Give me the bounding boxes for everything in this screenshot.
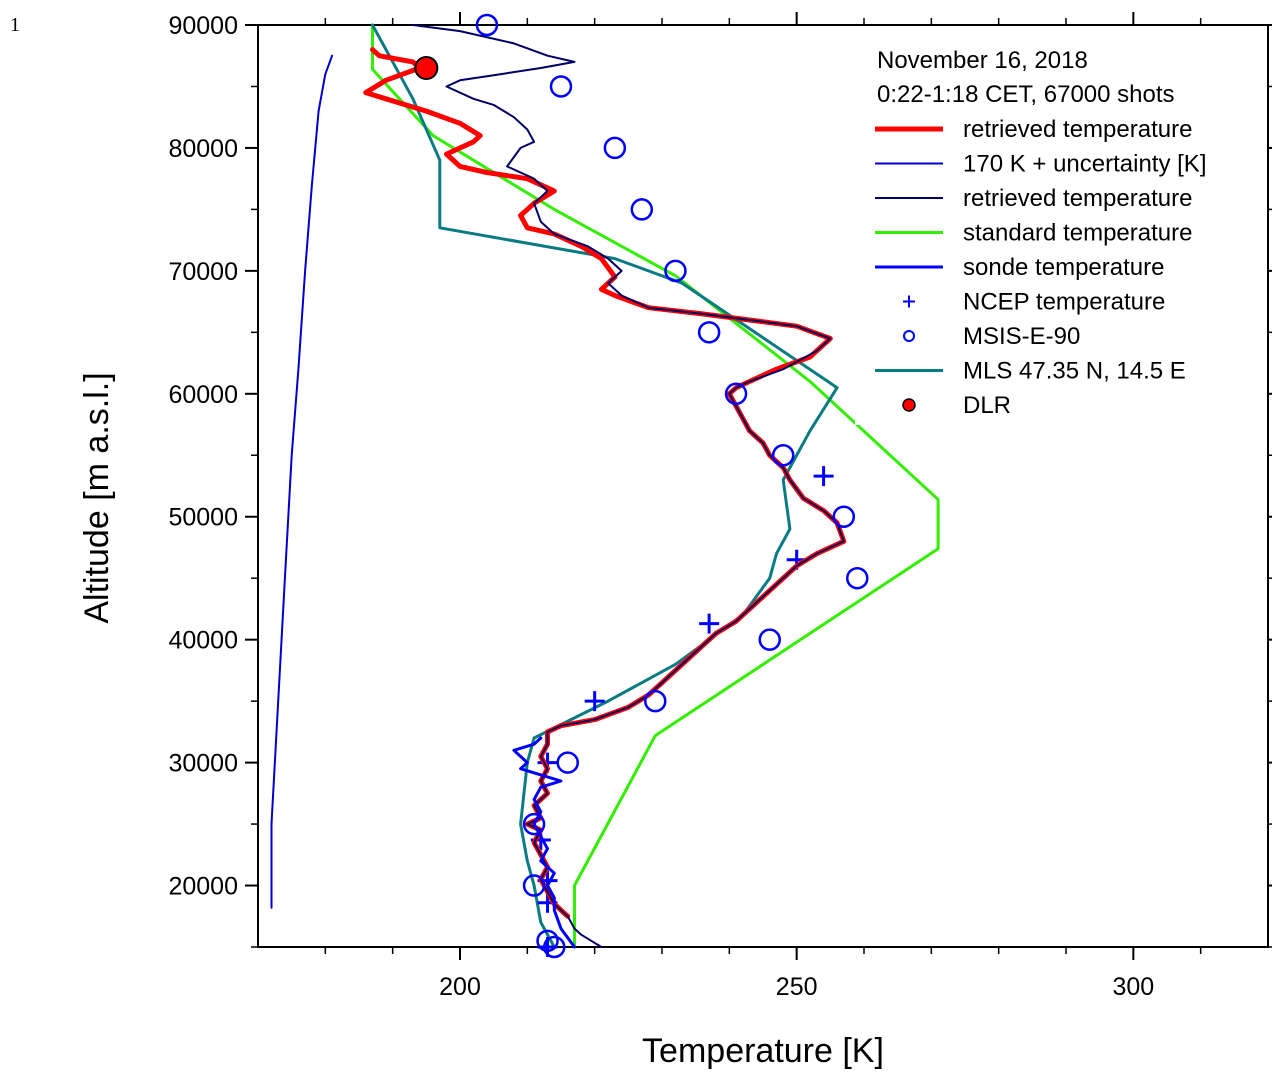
- legend-swatch: [903, 295, 915, 308]
- y-axis-title: Altitude [m a.s.l.]: [78, 372, 116, 623]
- series-line: [371, 23, 940, 949]
- msis-point: [771, 444, 795, 467]
- axis-ticks: 200 250 300 20000 30000 40000 50000 60000 70000 8…: [168, 12, 1272, 1001]
- y-tick-label: 70000: [168, 258, 238, 286]
- msis-point: [522, 874, 546, 897]
- legend-label: NCEP temperature: [963, 289, 1165, 316]
- msis-point: [536, 929, 559, 953]
- x-axis-title: Temperature [K]: [642, 1032, 884, 1070]
- msis-point: [832, 505, 856, 528]
- x-tick-label: 300: [1112, 973, 1154, 1001]
- msis-point: [603, 136, 627, 160]
- dlr-point: [414, 56, 439, 81]
- msis-point: [697, 321, 721, 344]
- legend-label: MLS 47.35 N, 14.5 E: [963, 358, 1186, 385]
- legend-label: 170 K + uncertainty [K]: [963, 151, 1206, 178]
- msis-point: [724, 382, 748, 406]
- series-line: [411, 24, 845, 948]
- y-tick-label: 40000: [168, 627, 238, 655]
- ncep-point: [813, 466, 834, 487]
- msis-point: [522, 812, 546, 836]
- ncep-point: [584, 691, 605, 712]
- legend: November 16, 2018 0:22-1:18 CET, 67000 sh…: [875, 47, 1206, 419]
- series-line: [270, 54, 334, 909]
- series-line: [363, 47, 847, 919]
- msis-point: [543, 935, 566, 959]
- legend-swatch: [903, 330, 915, 342]
- y-tick-label: 20000: [168, 873, 238, 901]
- legend-label: retrieved temperature: [963, 185, 1192, 212]
- legend-header: 0:22-1:18 CET, 67000 shots: [877, 81, 1175, 108]
- y-tick-label: 90000: [168, 12, 238, 40]
- x-tick-label: 250: [776, 973, 818, 1001]
- legend-label: MSIS-E-90: [963, 323, 1080, 350]
- y-tick-label: 50000: [168, 504, 238, 532]
- legend-label: sonde temperature: [963, 254, 1164, 281]
- legend-label: standard temperature: [963, 220, 1192, 247]
- data-series: [270, 13, 940, 959]
- msis-point: [549, 75, 573, 98]
- legend-header: November 16, 2018: [877, 47, 1088, 74]
- msis-point: [556, 751, 579, 774]
- msis-point: [664, 259, 687, 283]
- series-line: [371, 23, 839, 949]
- legend-label: retrieved temperature: [963, 116, 1192, 143]
- series-line: [512, 736, 576, 949]
- x-tick-label: 200: [439, 973, 481, 1001]
- legend-swatch: [902, 398, 916, 412]
- y-tick-label: 60000: [168, 381, 238, 409]
- y-tick-label: 30000: [168, 750, 238, 778]
- ncep-point: [699, 613, 720, 634]
- msis-point: [475, 13, 499, 37]
- msis-point: [846, 566, 869, 590]
- msis-point: [630, 198, 654, 221]
- plot-frame: [257, 24, 1269, 948]
- legend-label: DLR: [963, 392, 1011, 419]
- msis-point: [758, 628, 781, 651]
- msis-point: [644, 689, 667, 713]
- page-number: 1: [10, 14, 20, 36]
- y-tick-label: 80000: [168, 135, 238, 163]
